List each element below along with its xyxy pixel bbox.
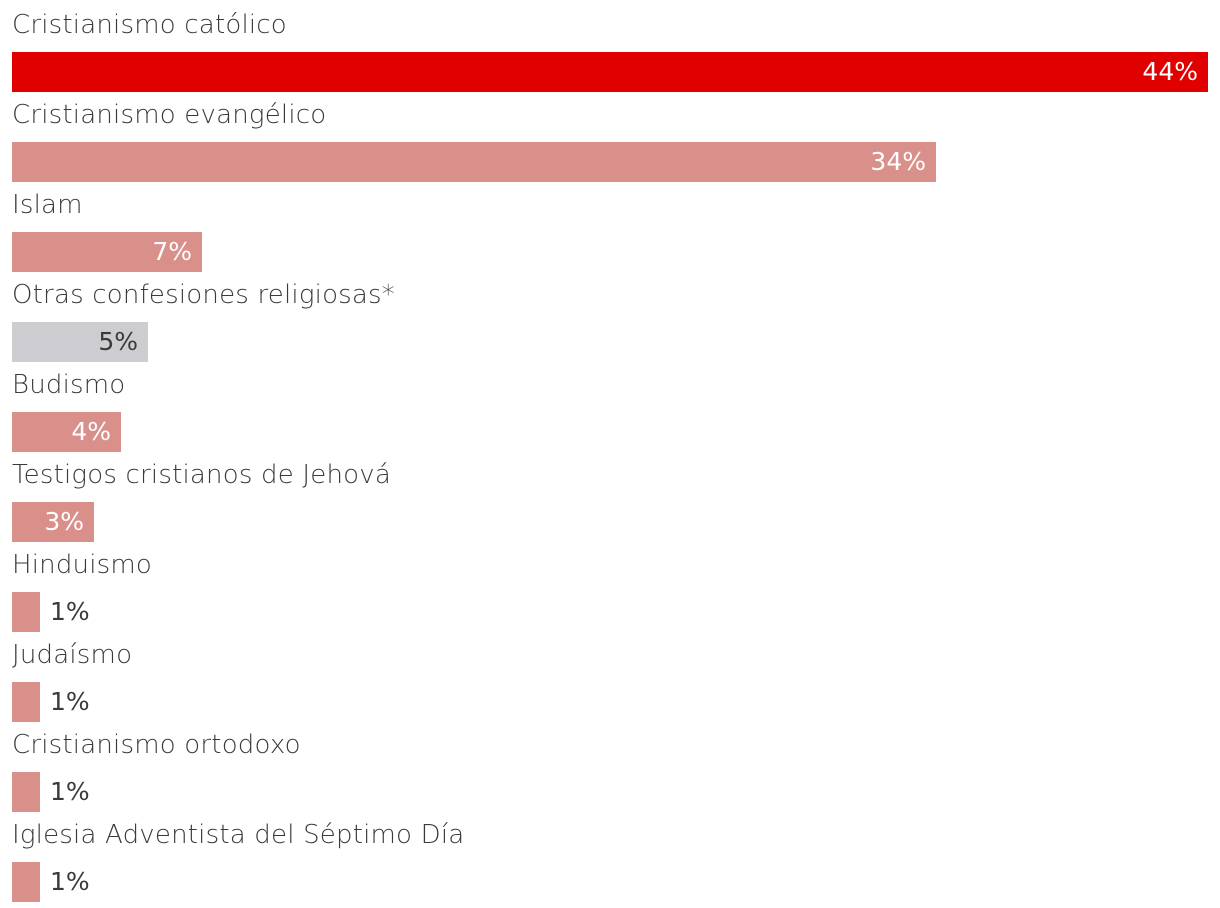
bar xyxy=(12,142,936,182)
bar xyxy=(12,52,1208,92)
category-label: Cristianismo ortodoxo xyxy=(12,730,301,760)
category-label: Islam xyxy=(12,190,83,220)
category-label: Testigos cristianos de Jehová xyxy=(12,460,391,490)
bar xyxy=(12,862,40,902)
bar xyxy=(12,682,40,722)
category-label: Cristianismo evangélico xyxy=(12,100,327,130)
value-label: 3% xyxy=(44,507,84,536)
category-label: Judaísmo xyxy=(12,640,133,670)
bar xyxy=(12,232,202,272)
value-label: 4% xyxy=(71,417,111,446)
category-label: Cristianismo católico xyxy=(12,10,287,40)
category-label: Otras confesiones religiosas* xyxy=(12,280,396,310)
category-label: Hinduismo xyxy=(12,550,153,580)
category-label: Iglesia Adventista del Séptimo Día xyxy=(12,820,465,850)
bar xyxy=(12,502,94,542)
value-label: 44% xyxy=(1142,57,1198,86)
value-label: 5% xyxy=(98,327,138,356)
bar xyxy=(12,322,148,362)
bar xyxy=(12,412,121,452)
value-label: 7% xyxy=(152,237,192,266)
value-label: 1% xyxy=(50,867,90,896)
bar xyxy=(12,592,40,632)
value-label: 1% xyxy=(50,597,90,626)
bar xyxy=(12,772,40,812)
value-label: 1% xyxy=(50,777,90,806)
value-label: 1% xyxy=(50,687,90,716)
category-label: Budismo xyxy=(12,370,126,400)
value-label: 34% xyxy=(870,147,926,176)
